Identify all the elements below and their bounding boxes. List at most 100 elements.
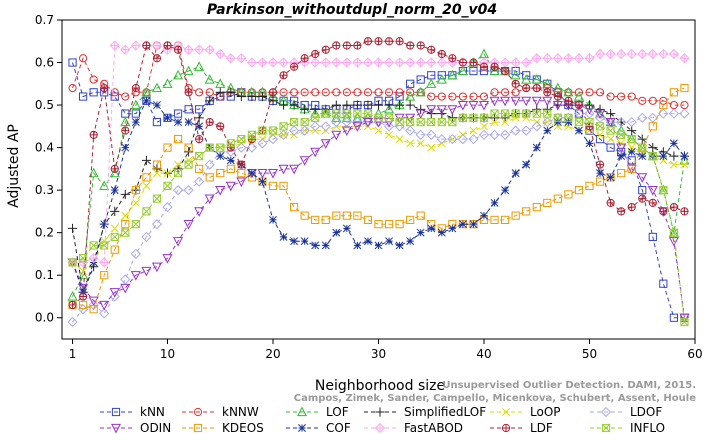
data-point-fastabod bbox=[267, 57, 279, 68]
data-point-inflo bbox=[311, 113, 320, 122]
data-point-lof bbox=[373, 108, 384, 118]
data-point-simplifiedlof bbox=[342, 100, 352, 110]
data-point-ldf bbox=[427, 45, 436, 54]
series-ldof bbox=[67, 108, 690, 328]
data-point-kdeos bbox=[532, 203, 541, 212]
data-point-knnw bbox=[89, 75, 98, 84]
data-point-kdeos bbox=[184, 143, 193, 152]
data-point-cof bbox=[437, 228, 446, 237]
data-point-kdeos bbox=[142, 173, 151, 182]
data-point-inflo bbox=[627, 134, 636, 144]
data-point-knnw bbox=[595, 88, 605, 97]
data-point-odin bbox=[120, 283, 131, 294]
data-point-ldof bbox=[141, 231, 152, 243]
data-point-lof bbox=[162, 78, 173, 88]
data-point-odin bbox=[289, 164, 300, 175]
data-point-ldof bbox=[478, 129, 490, 140]
x-tick-label: 30 bbox=[371, 347, 386, 361]
y-axis-title: Adjusted AP bbox=[6, 124, 22, 208]
data-point-inflo bbox=[374, 113, 383, 122]
data-point-ldof bbox=[194, 176, 205, 187]
data-point-kdeos bbox=[543, 198, 552, 207]
data-point-simplifiedlof bbox=[416, 104, 426, 114]
data-point-kdeos bbox=[395, 220, 404, 229]
data-point-kdeos bbox=[363, 215, 373, 225]
data-point-ldf bbox=[152, 54, 162, 63]
data-point-odin bbox=[468, 100, 479, 111]
data-point-ldf bbox=[268, 88, 278, 97]
data-point-cof bbox=[606, 173, 615, 182]
data-point-ldf bbox=[522, 83, 531, 93]
data-point-cof bbox=[258, 177, 267, 186]
data-point-odin bbox=[436, 105, 447, 115]
data-point-inflo bbox=[173, 169, 183, 178]
legend-marker bbox=[193, 407, 203, 417]
data-point-knn bbox=[184, 105, 193, 114]
data-point-kdeos bbox=[416, 211, 425, 220]
data-point-fastabod bbox=[331, 57, 342, 68]
data-point-lof bbox=[426, 78, 437, 88]
data-point-ldf bbox=[342, 41, 351, 50]
data-point-fastabod bbox=[120, 44, 131, 55]
data-point-ldof bbox=[67, 316, 78, 328]
data-point-simplifiedlof bbox=[194, 113, 204, 123]
data-point-cof bbox=[247, 169, 256, 178]
data-point-ldof bbox=[130, 248, 141, 260]
data-point-knn bbox=[648, 232, 657, 242]
data-point-inflo bbox=[300, 117, 309, 127]
y-tick-label: 0.7 bbox=[35, 13, 54, 27]
data-point-cof bbox=[269, 215, 277, 224]
watermark-line-2: Campos, Zimek, Sander, Campello, Micenko… bbox=[294, 393, 696, 404]
data-point-knnw bbox=[574, 88, 584, 97]
data-point-knn bbox=[416, 75, 425, 84]
data-point-knnw bbox=[363, 88, 373, 97]
plot-frame bbox=[61, 19, 696, 340]
data-point-inflo bbox=[363, 109, 373, 118]
data-point-inflo bbox=[268, 126, 278, 135]
data-point-ldf bbox=[311, 49, 320, 59]
legend-item-knn: kNN bbox=[100, 405, 165, 419]
data-point-simplifiedlof bbox=[384, 100, 394, 110]
data-point-cof bbox=[195, 122, 204, 131]
data-point-odin bbox=[542, 96, 553, 107]
data-point-simplifiedlof bbox=[363, 100, 373, 110]
data-point-knnw bbox=[353, 88, 362, 97]
data-point-ldf bbox=[627, 203, 636, 212]
y-tick-label: 0.2 bbox=[35, 226, 54, 240]
data-point-odin bbox=[352, 122, 363, 132]
data-point-simplifiedlof bbox=[321, 104, 331, 114]
data-point-loop bbox=[385, 130, 394, 139]
data-point-knnw bbox=[311, 88, 320, 97]
data-point-lof bbox=[194, 61, 205, 71]
data-point-inflo bbox=[585, 117, 594, 127]
data-point-kdeos bbox=[237, 169, 246, 178]
data-point-ldof bbox=[647, 112, 658, 123]
data-point-kdeos bbox=[564, 190, 573, 199]
data-point-kdeos bbox=[321, 215, 330, 225]
legend-marker bbox=[298, 424, 306, 432]
data-point-inflo bbox=[479, 113, 489, 122]
legend-label: LDF bbox=[530, 421, 553, 434]
data-point-knnw bbox=[638, 96, 647, 105]
series-fastabod bbox=[67, 40, 690, 268]
data-point-ldf bbox=[479, 62, 489, 71]
data-point-kdeos bbox=[121, 220, 130, 229]
data-point-knn bbox=[89, 88, 98, 97]
legend-marker bbox=[110, 423, 122, 434]
data-point-inflo bbox=[258, 126, 267, 135]
data-point-odin bbox=[320, 139, 331, 149]
data-point-odin bbox=[310, 147, 321, 158]
data-point-cof bbox=[680, 152, 689, 161]
data-point-ldof bbox=[257, 138, 268, 149]
data-point-lof bbox=[563, 86, 574, 97]
data-point-inflo bbox=[332, 109, 341, 118]
data-point-knn bbox=[173, 109, 183, 118]
data-point-loop bbox=[100, 237, 109, 246]
data-point-ldof bbox=[499, 129, 511, 140]
data-point-cof bbox=[669, 139, 678, 148]
data-point-odin bbox=[141, 266, 152, 277]
y-tick-label: 0.1 bbox=[35, 268, 54, 282]
data-point-ldof bbox=[383, 121, 395, 132]
legend-label: LoOP bbox=[530, 405, 561, 419]
data-point-loop bbox=[606, 135, 615, 144]
